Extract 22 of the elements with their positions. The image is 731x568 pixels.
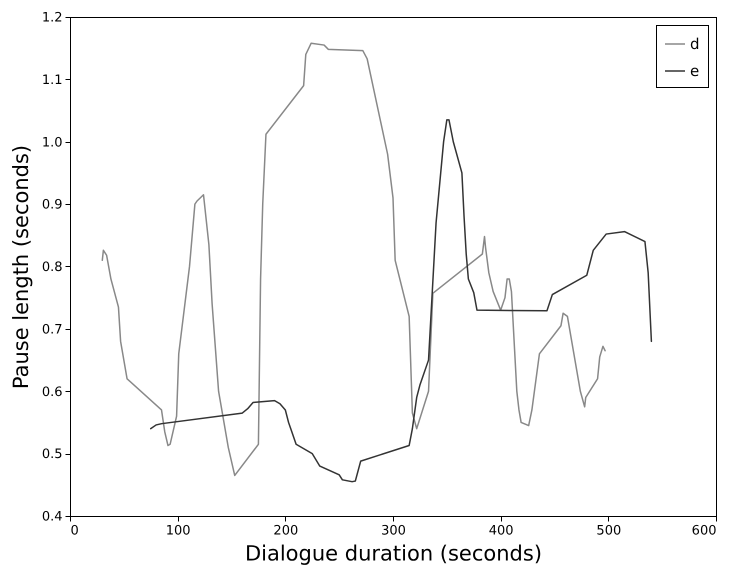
x-tick-label: 300 (381, 524, 406, 538)
y-tick-label: 0.8 (42, 260, 62, 275)
x-tick-label: 200 (273, 524, 298, 538)
y-tick-label: 0.9 (42, 198, 62, 213)
legend-label: e (690, 62, 700, 80)
y-tick-label: 1.2 (42, 10, 62, 26)
x-tick-label: 600 (692, 524, 716, 538)
x-tick-label: 400 (488, 524, 514, 538)
line-series (150, 119, 652, 482)
y-tick-label: 0.5 (42, 447, 62, 462)
y-axis-title: Pause length (seconds) (8, 144, 33, 390)
line-series (102, 42, 606, 476)
x-tick-label: 0 (70, 524, 79, 538)
y-tick-label: 1.0 (42, 135, 62, 150)
y-tick-label: 1.1 (42, 72, 62, 88)
y-tick-label: 0.7 (42, 322, 62, 338)
y-tick-label: 0.4 (42, 510, 62, 524)
legend-label: d (690, 35, 700, 53)
x-tick-label: 100 (166, 524, 191, 538)
x-tick-label: 500 (596, 524, 622, 538)
x-axis-title: Dialogue duration (seconds) (244, 542, 542, 566)
y-tick-label: 0.6 (42, 384, 62, 400)
